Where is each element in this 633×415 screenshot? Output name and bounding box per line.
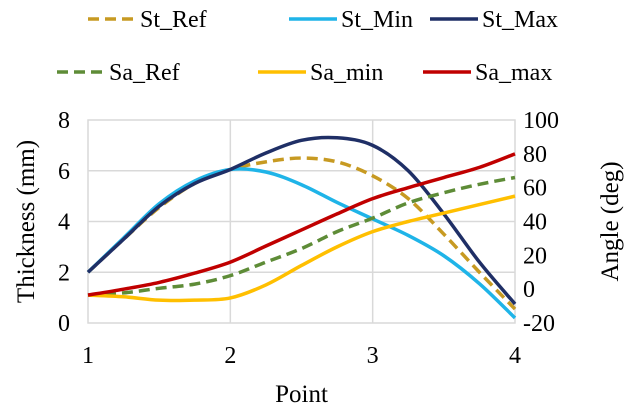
- left-y-axis-title: Thickness (mm): [13, 140, 40, 303]
- x-tick-label: 4: [509, 343, 521, 369]
- right-y-tick-label: 40: [523, 210, 547, 236]
- legend-item-st-min: St_Min: [289, 7, 413, 33]
- series-line-st-max: [86, 135, 517, 306]
- plot-area: [86, 119, 517, 324]
- legend-item-sa-min: Sa_min: [258, 60, 383, 86]
- x-tick-label: 2: [224, 343, 236, 369]
- legend-label: Sa_Ref: [109, 60, 180, 86]
- legend-label: Sa_max: [475, 60, 552, 86]
- x-tick-label: 3: [367, 343, 379, 369]
- series-line-sa-max: [87, 152, 516, 297]
- legend-item-st-max: St_Max: [430, 7, 558, 33]
- series-line-st-min: [86, 167, 517, 320]
- left-y-tick-label: 4: [58, 210, 70, 236]
- left-y-tick-label: 6: [58, 159, 70, 185]
- right-y-tick-label: 20: [523, 243, 547, 269]
- right-y-tick-label: 100: [523, 108, 559, 134]
- x-tick-label: 1: [82, 343, 94, 369]
- legend: St_Ref St_Min St_Max Sa_Ref Sa_min Sa_max: [57, 7, 558, 86]
- legend-item-sa-max: Sa_max: [423, 60, 552, 86]
- right-y-tick-label: 60: [523, 176, 547, 202]
- left-y-tick-label: 2: [58, 260, 70, 286]
- right-y-axis-title: Angle (deg): [597, 161, 624, 281]
- legend-label: St_Ref: [140, 7, 207, 33]
- legend-label: St_Max: [482, 7, 558, 33]
- x-axis-title: Point: [275, 381, 328, 408]
- right-y-tick-label: 0: [523, 277, 535, 303]
- series-line-sa-ref: [87, 175, 516, 297]
- legend-item-st-ref: St_Ref: [88, 7, 207, 33]
- left-y-tick-label: 8: [58, 108, 70, 134]
- legend-label: Sa_min: [310, 60, 383, 86]
- legend-item-sa-ref: Sa_Ref: [57, 60, 180, 86]
- left-y-tick-label: 0: [58, 311, 70, 337]
- axes: 0 2 4 6 8 -20 0 20 40 60 80 100 1 2 3 4 Point Thickness (…: [13, 108, 624, 408]
- series-line-sa-min: [87, 194, 516, 303]
- right-y-tick-label: -20: [523, 311, 555, 337]
- legend-label: St_Min: [341, 7, 413, 33]
- series-line-st-ref: [86, 156, 517, 311]
- right-y-tick-label: 80: [523, 142, 547, 168]
